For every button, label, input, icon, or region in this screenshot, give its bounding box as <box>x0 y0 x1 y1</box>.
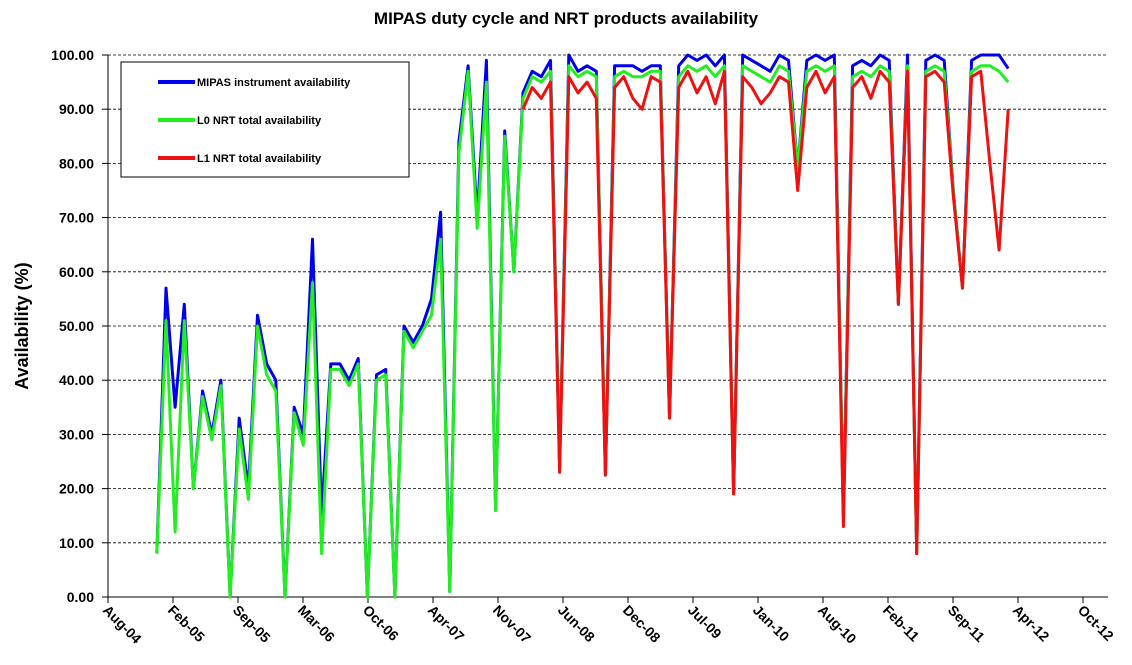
x-tick-label: Sep-11 <box>945 602 988 645</box>
y-tick-label: 70.00 <box>59 210 94 226</box>
y-tick-label: 0.00 <box>67 589 94 605</box>
y-tick-label: 90.00 <box>59 101 94 117</box>
x-tick-label: Jun-08 <box>555 602 598 645</box>
y-tick-label: 40.00 <box>59 372 94 388</box>
series-line <box>155 64 1010 599</box>
x-tick-label: Oct-12 <box>1075 602 1117 644</box>
x-tick-label: Aug-04 <box>100 602 145 647</box>
x-tick-label: Apr-07 <box>425 602 468 645</box>
y-tick-label: 50.00 <box>59 318 94 334</box>
y-tick-label: 20.00 <box>59 481 94 497</box>
x-tick-label: Feb-11 <box>880 602 923 645</box>
legend: MIPAS instrument availability L0 NRT tota… <box>120 61 410 178</box>
series-line <box>155 53 1010 599</box>
x-tick-label: Jan-10 <box>750 602 793 645</box>
y-tick-label: 10.00 <box>59 535 94 551</box>
x-tick-label: Apr-12 <box>1010 602 1053 645</box>
x-tick-label: Sep-05 <box>230 602 274 646</box>
legend-label: L1 NRT total availability <box>197 153 322 165</box>
x-tick-label: Feb-05 <box>165 602 208 645</box>
x-tick-label: Oct-06 <box>360 602 402 644</box>
legend-label: L0 NRT total availability <box>197 115 322 127</box>
y-tick-label: 60.00 <box>59 264 94 280</box>
legend-label: MIPAS instrument availability <box>197 77 351 89</box>
y-tick-label: 100.00 <box>51 47 94 63</box>
x-tick-label: Jul-09 <box>685 602 725 642</box>
x-tick-label: Aug-10 <box>815 602 860 647</box>
x-tick-label: Nov-07 <box>490 602 534 646</box>
chart-title: MIPAS duty cycle and NRT products availa… <box>374 9 759 28</box>
y-axis-label: Availability (%) <box>12 262 32 389</box>
y-tick-label: 80.00 <box>59 155 94 171</box>
x-tick-label: Mar-06 <box>295 602 338 645</box>
series-line <box>521 69 1010 556</box>
x-tick-label: Dec-08 <box>620 602 664 646</box>
y-tick-label: 30.00 <box>59 426 94 442</box>
